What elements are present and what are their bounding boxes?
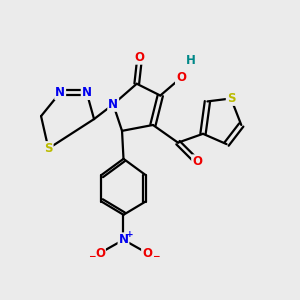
Text: O: O (192, 155, 202, 168)
Text: N: N (82, 86, 92, 99)
Text: O: O (95, 247, 105, 260)
Text: S: S (227, 92, 235, 105)
Text: O: O (176, 71, 186, 84)
Text: N: N (55, 86, 65, 99)
Text: H: H (186, 54, 196, 67)
Text: N: N (118, 233, 128, 246)
Text: O: O (135, 51, 145, 64)
Text: −: − (152, 252, 159, 261)
Text: N: N (108, 98, 118, 111)
Text: S: S (44, 142, 53, 155)
Text: +: + (126, 230, 134, 239)
Text: −: − (88, 252, 95, 261)
Text: O: O (142, 247, 152, 260)
